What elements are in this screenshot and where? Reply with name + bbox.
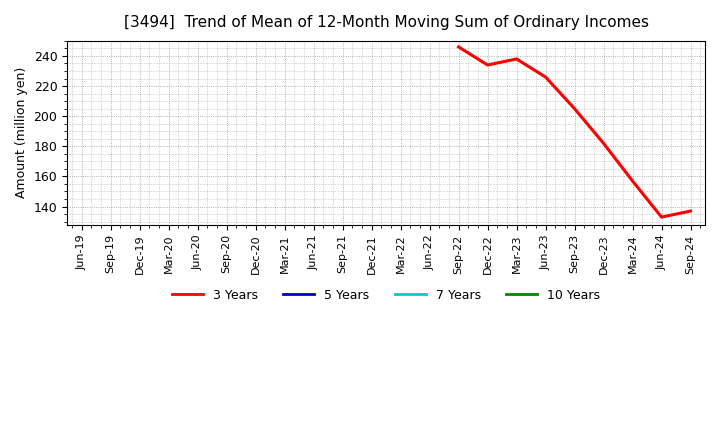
- Y-axis label: Amount (million yen): Amount (million yen): [15, 67, 28, 198]
- Title: [3494]  Trend of Mean of 12-Month Moving Sum of Ordinary Incomes: [3494] Trend of Mean of 12-Month Moving …: [124, 15, 649, 30]
- Legend: 3 Years, 5 Years, 7 Years, 10 Years: 3 Years, 5 Years, 7 Years, 10 Years: [167, 283, 606, 307]
